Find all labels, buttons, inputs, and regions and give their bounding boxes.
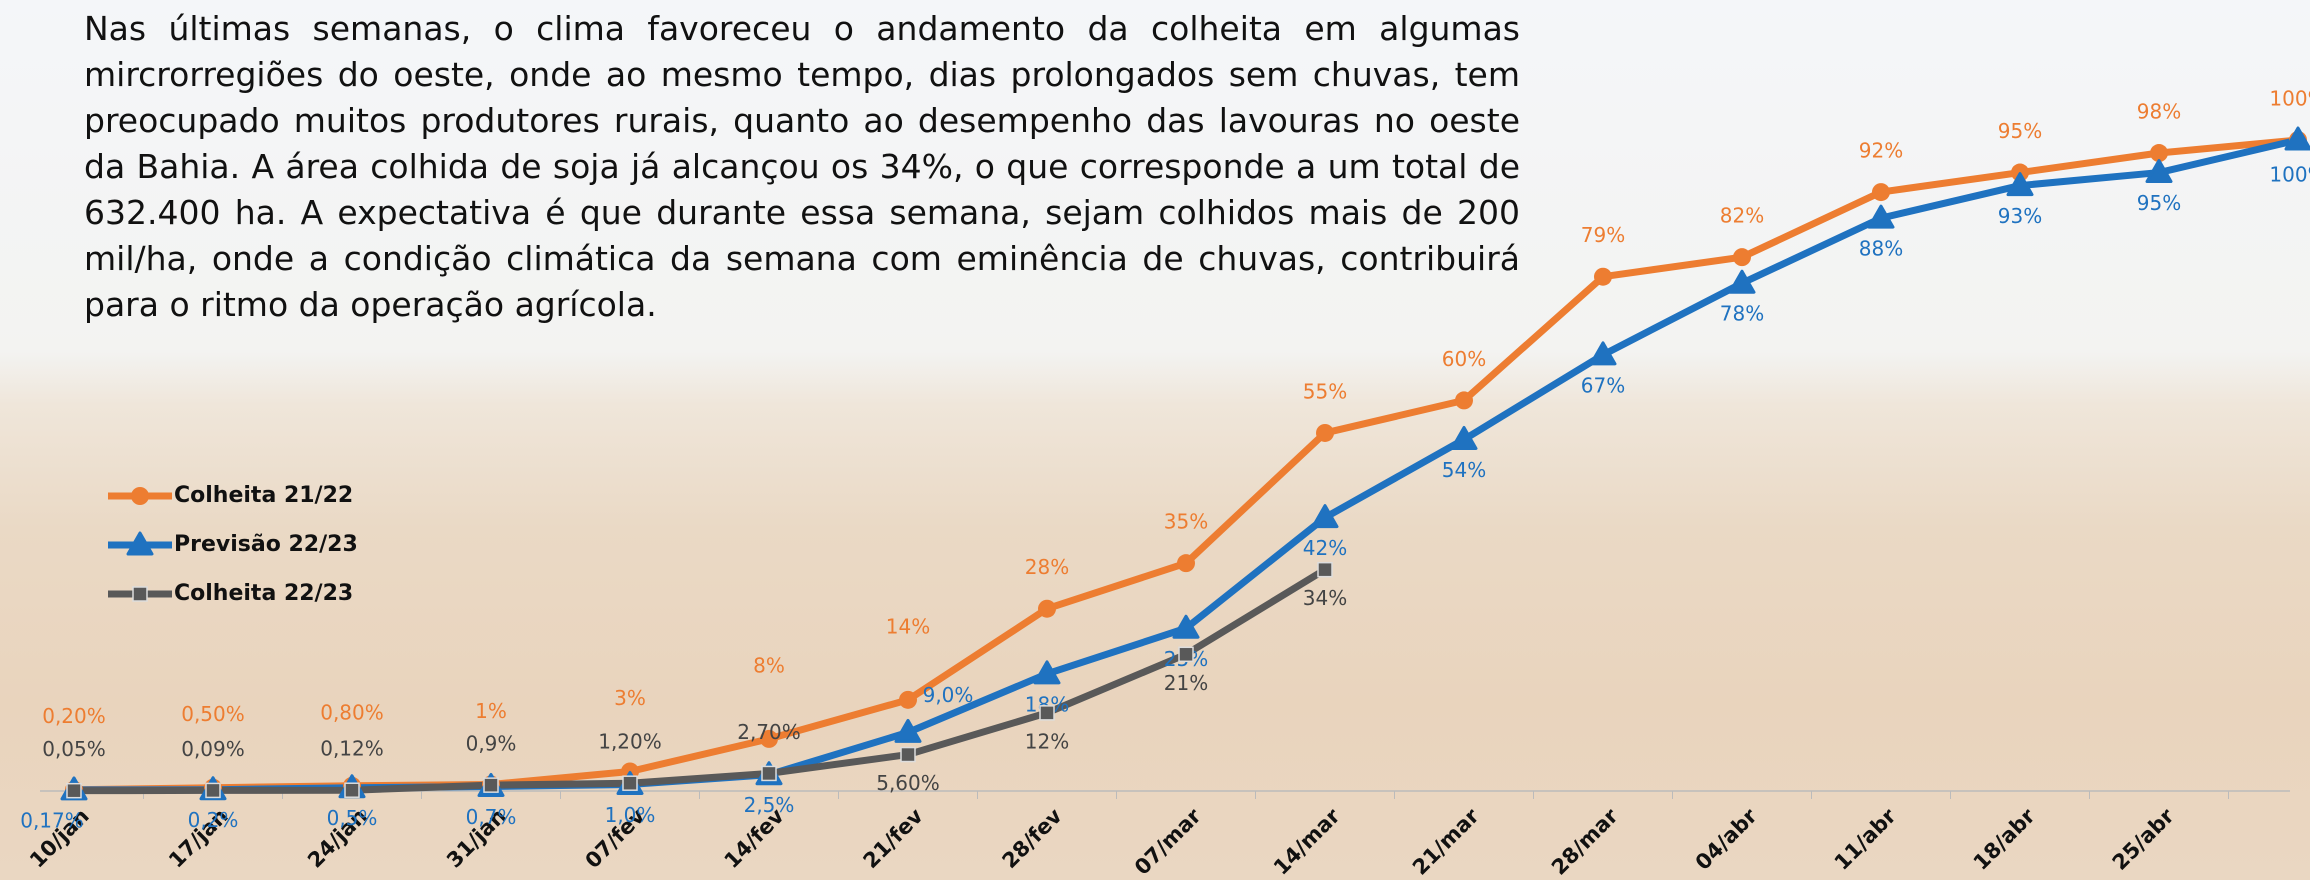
point <box>1728 269 1756 294</box>
point <box>1177 554 1195 573</box>
point <box>1317 561 1333 578</box>
data-label: 0,09% <box>181 737 245 761</box>
data-label: 2,70% <box>737 720 801 744</box>
x-tick-label: 14/mar <box>1269 803 1345 879</box>
point <box>1033 660 1061 685</box>
point <box>1450 425 1478 450</box>
point <box>900 746 916 763</box>
point <box>1316 423 1334 442</box>
data-label: 0,5% <box>327 806 378 830</box>
point <box>126 531 154 556</box>
data-label: 0,7% <box>466 805 517 829</box>
x-tick-label: 11/abr <box>1830 803 1901 874</box>
data-label: 0,2% <box>188 808 239 832</box>
point <box>760 729 778 748</box>
data-label: 88% <box>1859 237 1903 261</box>
data-label: 0,50% <box>181 702 245 726</box>
point <box>1039 705 1055 721</box>
point <box>1867 204 1895 229</box>
legend-label: Colheita 22/23 <box>174 581 353 606</box>
point <box>344 782 360 798</box>
point <box>483 777 499 793</box>
data-label: 0,12% <box>320 737 384 761</box>
point <box>899 690 917 709</box>
data-label: 2,5% <box>744 793 795 817</box>
data-label: 60% <box>1442 347 1486 371</box>
point <box>1589 341 1617 366</box>
x-tick-label: 21/mar <box>1408 803 1484 879</box>
x-tick-label: 18/abr <box>1969 803 2040 874</box>
point <box>2145 159 2173 184</box>
x-tick-label: 25/abr <box>2108 803 2179 874</box>
point <box>66 782 82 799</box>
legend-label: Previsão 22/23 <box>174 532 358 557</box>
point <box>1178 646 1194 663</box>
x-tick-label: 07/mar <box>1130 803 1206 879</box>
data-label: 28% <box>1025 555 1069 579</box>
point <box>622 775 638 791</box>
data-label: 93% <box>1998 204 2042 228</box>
x-tick-label: 04/abr <box>1691 803 1762 874</box>
data-label: 55% <box>1303 379 1347 403</box>
point <box>761 765 777 782</box>
point <box>132 586 148 602</box>
data-label: 92% <box>1859 139 1903 163</box>
data-label: 67% <box>1581 373 1625 397</box>
data-label: 0,17% <box>20 808 84 832</box>
point <box>894 718 922 743</box>
point <box>2150 144 2168 163</box>
point <box>1733 248 1751 267</box>
series-line <box>73 566 1327 795</box>
data-label: 54% <box>1442 458 1486 482</box>
data-label: 8% <box>753 653 785 677</box>
data-label: 5,60% <box>876 771 940 795</box>
point <box>2284 126 2310 151</box>
data-label: 9,0% <box>923 683 974 707</box>
data-label: 3% <box>614 686 646 710</box>
point <box>1872 183 1890 202</box>
data-label: 1,0% <box>605 803 656 827</box>
data-label: 0,05% <box>42 737 106 761</box>
point <box>1455 391 1473 410</box>
point <box>1594 267 1612 286</box>
description-text: Nas últimas semanas, o clima favoreceu o… <box>84 9 1520 324</box>
data-label: 42% <box>1303 536 1347 560</box>
data-label: 98% <box>2137 100 2181 124</box>
point <box>2006 172 2034 197</box>
point <box>205 782 221 799</box>
point <box>131 487 149 505</box>
x-tick-label: 28/fev <box>998 804 1067 873</box>
data-label: 100% <box>2269 163 2310 187</box>
x-tick-label: 21/fev <box>859 804 928 873</box>
data-label: 34% <box>1303 586 1347 610</box>
point <box>1172 614 1200 639</box>
data-label: 1% <box>475 699 507 723</box>
data-label: 1,20% <box>598 730 662 754</box>
data-label: 78% <box>1720 302 1764 326</box>
data-label: 0,80% <box>320 700 384 724</box>
data-label: 100% <box>2269 87 2310 111</box>
point <box>1311 504 1339 529</box>
data-label: 82% <box>1720 204 1764 228</box>
data-label: 21% <box>1164 671 1208 695</box>
x-tick-label: 28/mar <box>1547 803 1623 879</box>
data-label: 95% <box>2137 191 2181 215</box>
legend-label: Colheita 21/22 <box>174 483 353 508</box>
data-label: 0,9% <box>466 732 517 756</box>
data-label: 12% <box>1025 729 1069 753</box>
data-label: 35% <box>1164 510 1208 534</box>
data-label: 0,20% <box>42 704 106 728</box>
data-label: 95% <box>1998 119 2042 143</box>
data-label: 79% <box>1581 223 1625 247</box>
data-label: 14% <box>886 614 930 638</box>
point <box>1038 599 1056 618</box>
